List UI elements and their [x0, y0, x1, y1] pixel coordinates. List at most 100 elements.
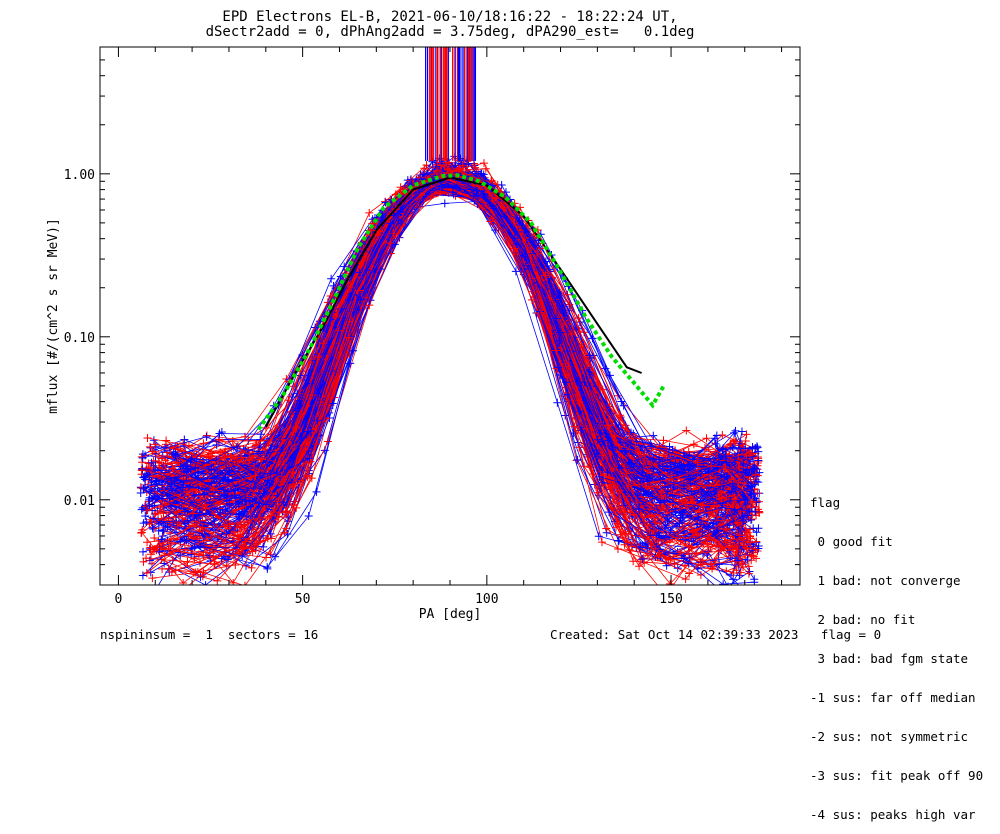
data-point [223, 555, 232, 564]
legend-item: -3 sus: fit peak off 90 [810, 768, 984, 783]
data-point [735, 463, 744, 472]
data-point [739, 460, 748, 469]
legend-heading: flag [810, 495, 841, 510]
x-tick-label: 50 [295, 592, 311, 607]
data-point [139, 484, 148, 493]
data-point [187, 529, 196, 538]
data-point [665, 475, 674, 484]
data-point [168, 464, 177, 473]
data-point [229, 551, 238, 560]
data-point [704, 508, 713, 517]
data-point [194, 550, 203, 559]
x-tick-label: 100 [475, 592, 498, 607]
data-point [193, 532, 202, 541]
series-line [153, 173, 744, 472]
data-point [308, 379, 317, 388]
fit-layer [256, 173, 666, 431]
data-point [679, 554, 688, 563]
data-point [582, 424, 591, 433]
series-line [149, 171, 749, 482]
data-point [597, 538, 606, 547]
data-point [510, 234, 519, 243]
data-point [486, 217, 495, 226]
data-point [689, 440, 698, 449]
data-point [555, 336, 564, 345]
x-tick-label: 150 [659, 592, 682, 607]
data-point [327, 274, 336, 283]
data-point [229, 531, 238, 540]
series-line [152, 170, 746, 529]
data-point [602, 524, 611, 533]
data-point [626, 446, 635, 455]
data-point [240, 521, 249, 530]
data-point [731, 437, 740, 446]
chart-plot: 0 50 100 150 0.01 0.10 1.00 PA [deg] mflux [#/… [46, 46, 801, 622]
series-line [148, 182, 750, 481]
data-point [742, 430, 751, 439]
data-point [739, 517, 748, 526]
data-point [263, 563, 272, 572]
footer-params: nspininsum = 1 sectors = 16 [100, 627, 319, 642]
data-point [696, 560, 705, 569]
data-point [733, 545, 742, 554]
data-point [354, 305, 363, 314]
data-point [244, 581, 246, 585]
series-line [150, 180, 747, 471]
data-point [721, 452, 730, 461]
data-point [145, 442, 154, 451]
data-point [245, 456, 254, 465]
data-point [173, 458, 182, 467]
data-point [735, 531, 744, 540]
data-point [189, 509, 198, 518]
data-point [162, 448, 171, 457]
series-line [172, 164, 753, 504]
data-point [742, 451, 751, 460]
data-point [754, 456, 763, 465]
data-point [230, 490, 239, 499]
data-point [148, 574, 157, 583]
data-point [312, 487, 321, 496]
series-line [142, 161, 755, 475]
data-point [160, 486, 169, 495]
data-point [141, 511, 150, 520]
data-point [709, 519, 718, 528]
data-point [740, 513, 749, 522]
data-point [684, 465, 693, 474]
data-point [183, 462, 192, 471]
data-point [748, 443, 757, 452]
data-point [139, 547, 148, 556]
data-point [191, 519, 200, 528]
data-point [365, 208, 374, 217]
data-point [319, 339, 328, 348]
data-point [360, 253, 369, 262]
data-point [615, 501, 624, 510]
data-point [148, 472, 157, 481]
data-point [443, 165, 452, 174]
data-point [182, 536, 191, 545]
data-point [616, 411, 625, 420]
series-line [141, 179, 756, 519]
data-point [752, 511, 761, 520]
data-point [138, 453, 147, 462]
data-point [626, 428, 635, 437]
data-point [737, 427, 746, 436]
data-point [747, 551, 756, 560]
data-point [638, 554, 647, 563]
data-point [432, 162, 441, 171]
series-line [151, 186, 746, 516]
data-point [719, 580, 728, 585]
data-point [585, 351, 594, 360]
data-point [237, 448, 246, 457]
data-point [149, 525, 158, 534]
data-point [752, 528, 761, 537]
data-point [640, 513, 649, 522]
data-point [147, 458, 156, 467]
series-line [167, 183, 748, 475]
data-point [515, 216, 524, 225]
series-line [142, 181, 756, 477]
data-point [267, 511, 276, 520]
data-point [159, 509, 168, 518]
series-line [147, 177, 750, 476]
series-line [141, 189, 756, 480]
data-point [448, 188, 457, 197]
